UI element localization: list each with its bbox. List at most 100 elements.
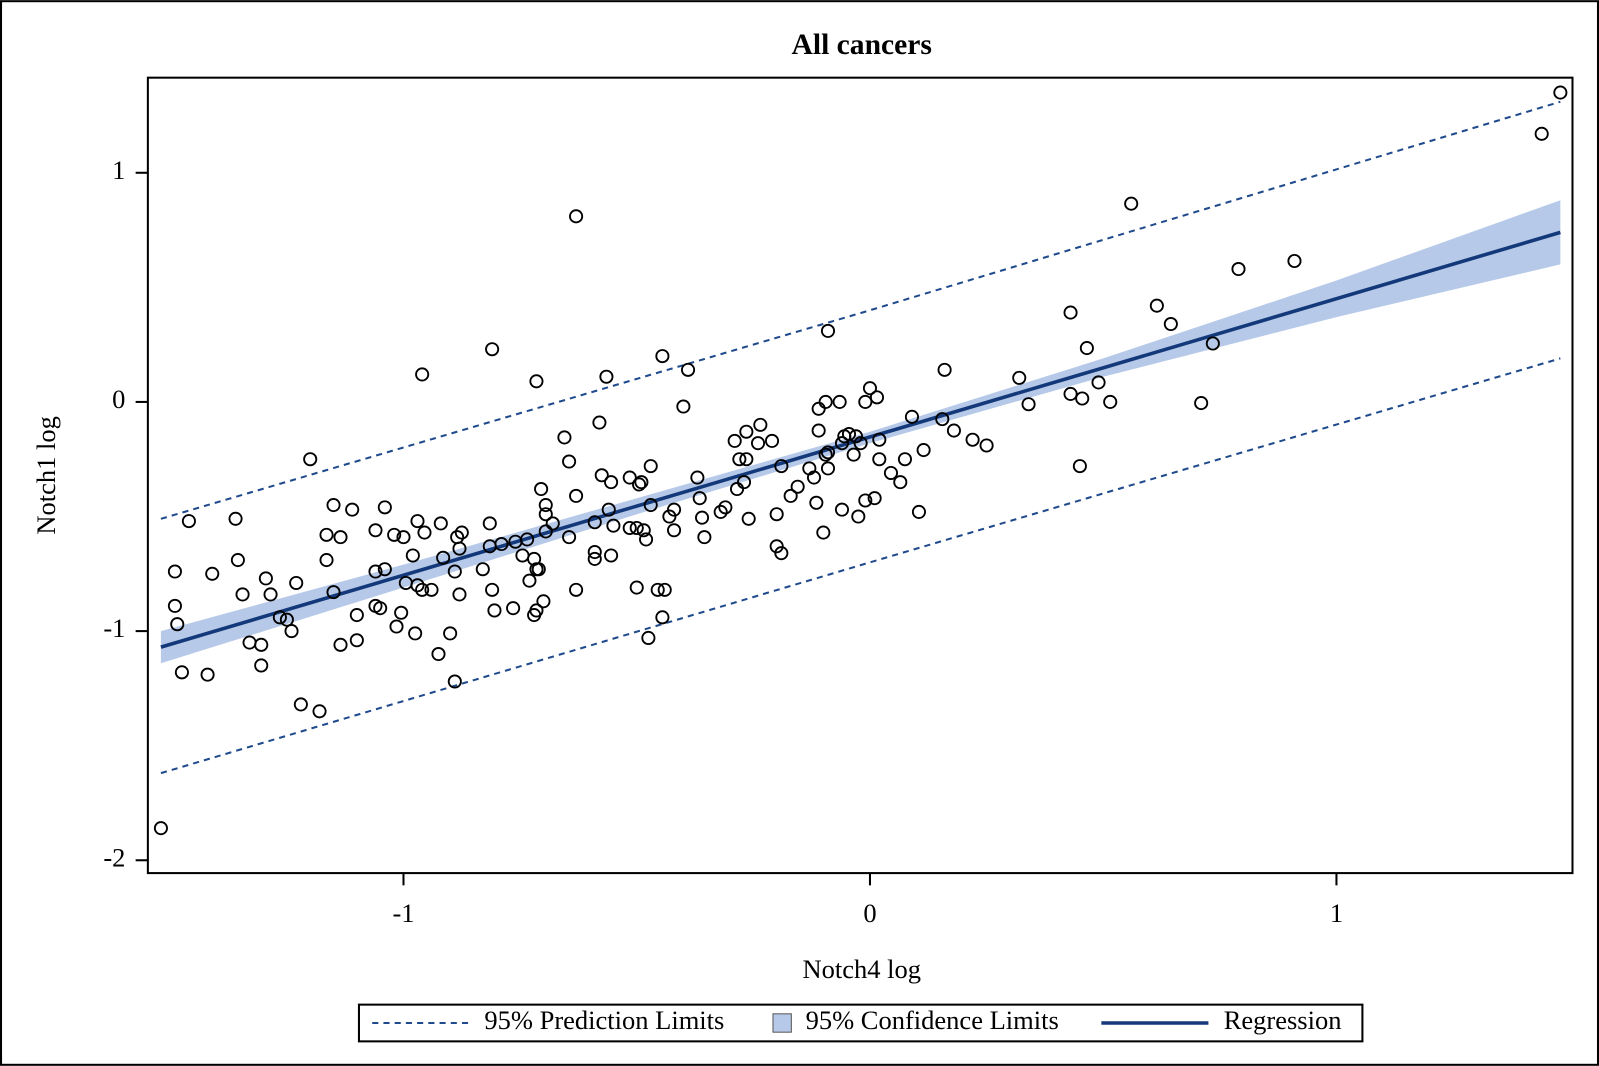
scatter-point [529, 603, 544, 618]
scatter-point [690, 470, 705, 485]
scatter-point [562, 454, 577, 469]
scatter-point [820, 461, 836, 476]
scatter-point [408, 626, 423, 641]
scatter-point [965, 432, 980, 447]
scatter-point [394, 605, 409, 620]
scatter-point [601, 502, 616, 517]
scatter-point [1231, 261, 1246, 277]
y-axis-label: Notch1 log [31, 416, 61, 535]
scatter-point [592, 415, 607, 430]
scatter-point [655, 610, 670, 625]
y-tick-label: 1 [112, 155, 125, 185]
scatter-point [333, 530, 348, 545]
scatter-point [650, 582, 665, 597]
scatter-point [1103, 394, 1118, 409]
scatter-point [1205, 336, 1220, 351]
scatter-point [485, 342, 500, 357]
scatter-point [1075, 391, 1090, 406]
scatter-point [326, 498, 341, 513]
scatter-point [594, 468, 609, 483]
scatter-point [349, 608, 364, 623]
scatter-point [263, 587, 278, 602]
scatter-point [1553, 85, 1568, 100]
scatter-point [697, 530, 712, 545]
scatter-point [937, 362, 952, 377]
scatter-point [862, 381, 878, 396]
scatter-point [272, 610, 287, 625]
scatter-point [946, 423, 961, 438]
scatter-point [538, 507, 553, 522]
scatter-point [1072, 459, 1087, 474]
scatter-point [816, 525, 831, 540]
scatter-point [475, 562, 490, 577]
scatter-point [415, 367, 430, 382]
scatter-point [853, 436, 868, 451]
scatter-point [447, 564, 462, 579]
scatter-point [858, 493, 873, 508]
y-tick-label: 0 [112, 384, 125, 414]
scatter-point [410, 514, 425, 529]
scatter-point [587, 545, 602, 560]
scatter-point [599, 369, 614, 384]
scatter-point [538, 524, 553, 539]
scatter-point [739, 424, 754, 439]
scatter-point [436, 550, 451, 565]
scatter-point [732, 452, 747, 467]
scatter-point [1063, 305, 1078, 320]
scatter-point [387, 527, 402, 542]
x-axis-label: Notch4 log [802, 954, 921, 984]
scatter-point [345, 502, 360, 517]
scatter-point [1194, 396, 1209, 411]
scatter-point [531, 562, 546, 577]
scatter-point [368, 523, 383, 538]
scatter-point [667, 523, 682, 538]
chart-title: All cancers [792, 29, 932, 61]
scatter-point [979, 438, 994, 453]
scatter-point [424, 582, 439, 597]
scatter-point [417, 525, 432, 540]
scatter-point [1163, 316, 1178, 332]
scatter-point [846, 447, 861, 462]
scatter-point [604, 475, 619, 490]
scatter-point [806, 470, 822, 485]
scatter-point [935, 412, 950, 427]
scatter-point [167, 564, 182, 579]
scatter-point [562, 530, 577, 545]
scatter-point [522, 573, 537, 588]
scatter-point [872, 452, 887, 467]
scatter-point [289, 575, 304, 591]
scatter-point [200, 667, 215, 682]
scatter-point [622, 520, 637, 536]
scatter-point [657, 582, 672, 597]
scatter-point [506, 601, 521, 616]
scatter-point [1091, 375, 1106, 390]
scatter-point [333, 637, 348, 652]
scatter-point [534, 481, 549, 497]
scatter-point [1287, 253, 1302, 269]
scatter-point [655, 349, 670, 364]
y-tick-label: -1 [103, 613, 125, 643]
scatter-point [867, 491, 882, 506]
scatter-point [1124, 196, 1139, 211]
scatter-point [170, 617, 185, 632]
scatter-point [538, 498, 553, 513]
scatter-point [254, 658, 269, 673]
scatter-point [557, 430, 572, 445]
scatter-point [293, 697, 308, 712]
scatter-point [482, 516, 497, 531]
scatter-point [834, 502, 850, 517]
scatter-point [818, 447, 833, 462]
x-tick-label: -1 [392, 898, 414, 928]
scatter-point [405, 548, 420, 563]
legend-label: 95% Confidence Limits [806, 1005, 1059, 1035]
scatter-point [643, 498, 658, 513]
plot-frame [146, 76, 1574, 875]
scatter-point [433, 516, 448, 531]
scatter-point [279, 612, 294, 627]
scatter-point [569, 209, 584, 224]
scatter-point [373, 601, 388, 616]
scatter-point [447, 674, 462, 689]
scatter-point [695, 510, 710, 525]
scatter-point [869, 390, 885, 405]
